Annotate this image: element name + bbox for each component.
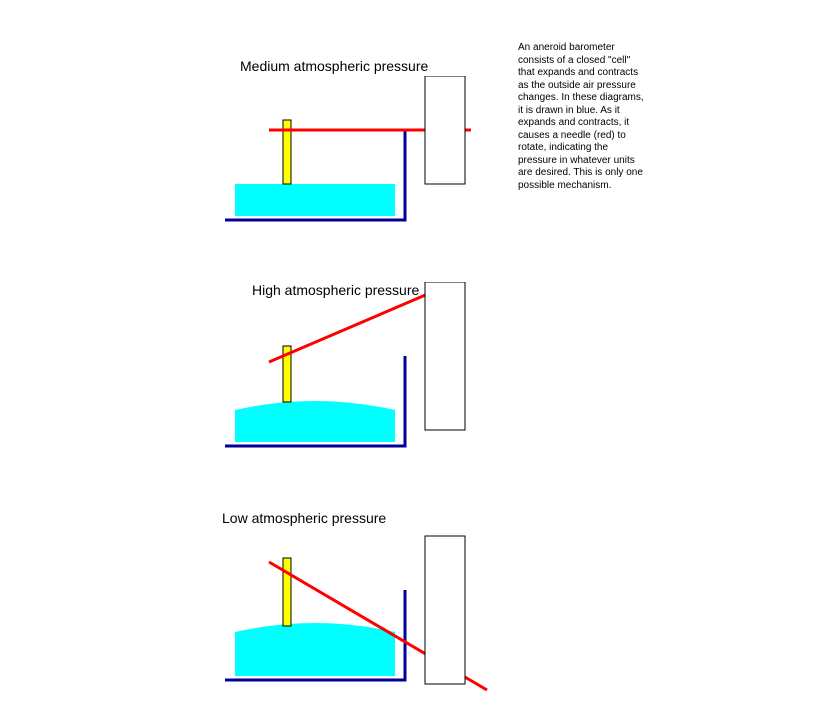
scale-box: [425, 76, 465, 184]
panel-svg-low: [225, 516, 525, 696]
scale-box: [425, 536, 465, 684]
scale-box: [425, 282, 465, 430]
panel-svg-medium: [225, 76, 485, 226]
needle: [269, 284, 451, 362]
aneroid-cell: [235, 623, 395, 676]
aneroid-cell: [235, 401, 395, 442]
panel-title-medium: Medium atmospheric pressure: [240, 58, 428, 74]
diagram-canvas: An aneroid barometer consists of a close…: [0, 0, 840, 714]
aneroid-cell: [235, 184, 395, 216]
panel-low: [225, 516, 525, 696]
post: [283, 558, 291, 626]
description-text: An aneroid barometer consists of a close…: [518, 42, 646, 192]
panel-svg-high: [225, 282, 485, 452]
panel-medium: [225, 76, 485, 226]
panel-high: [225, 282, 485, 452]
